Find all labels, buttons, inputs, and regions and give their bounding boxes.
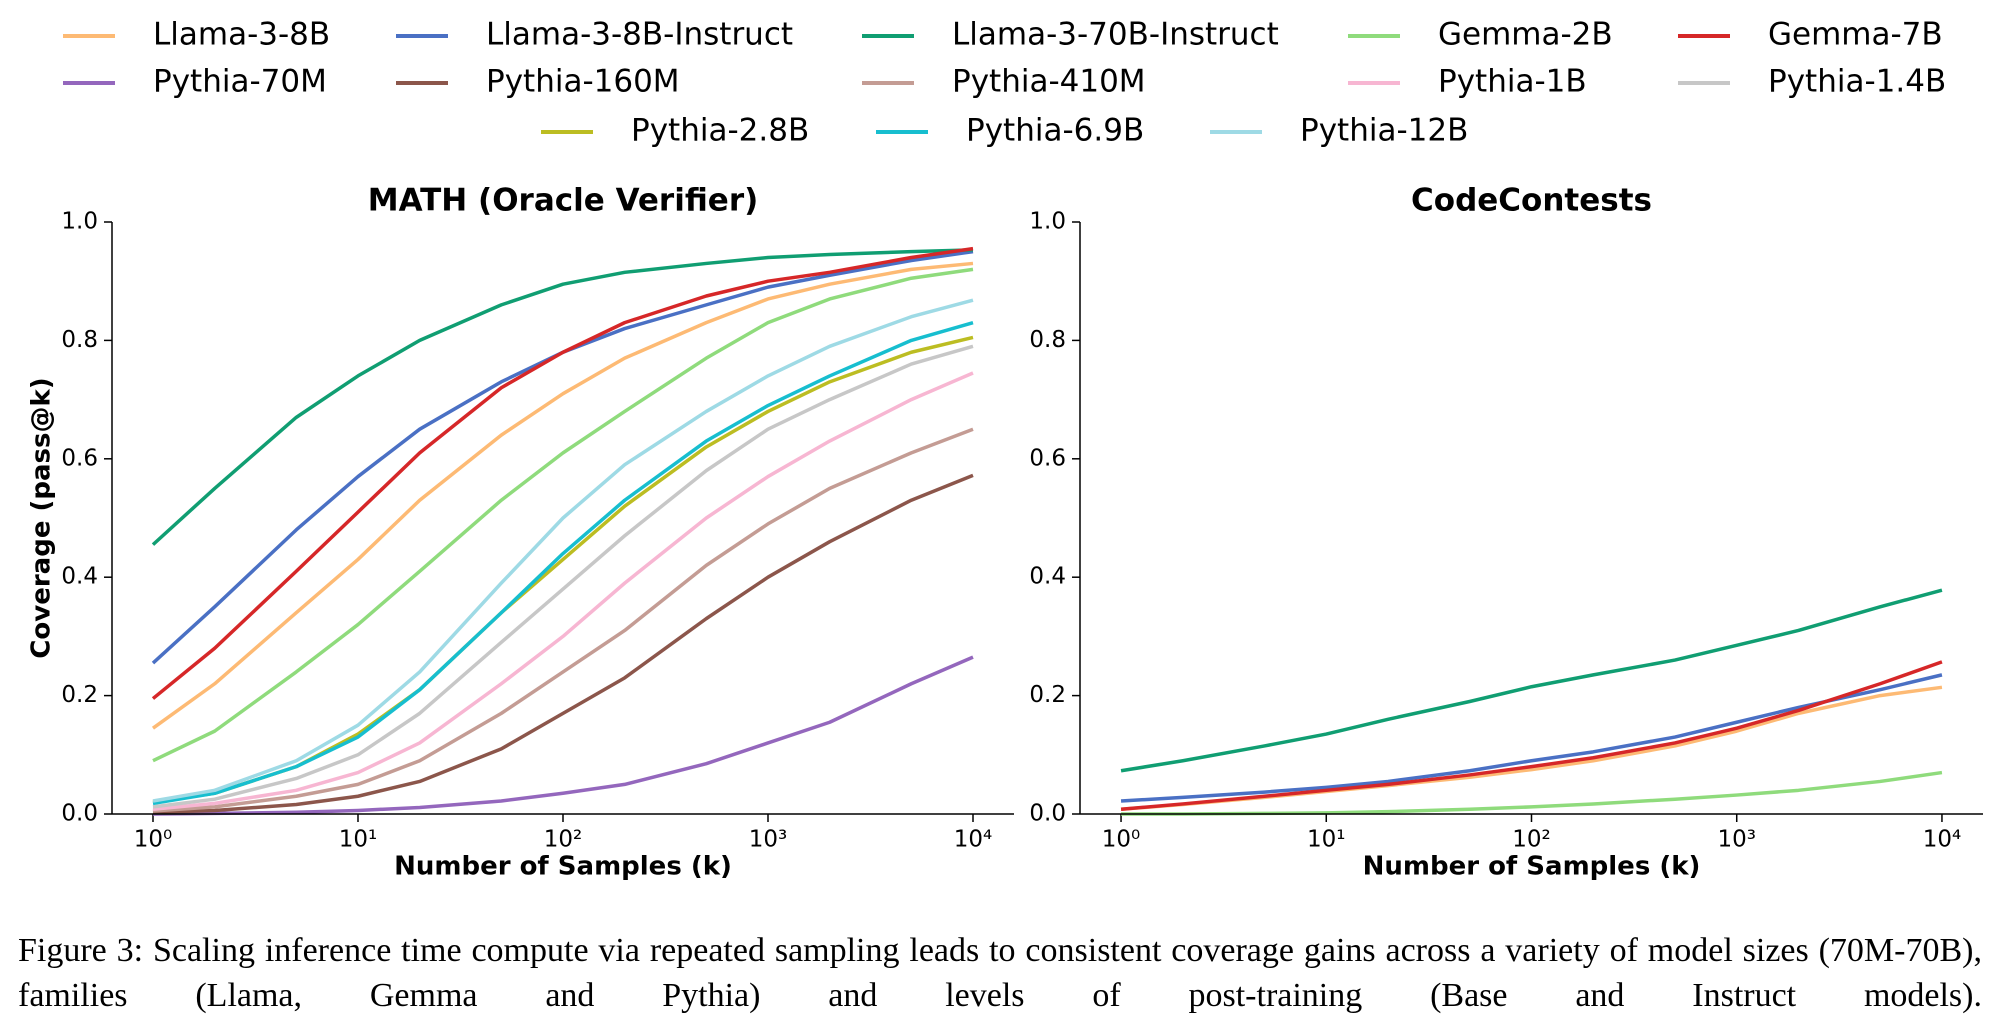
series-line xyxy=(1120,660,1943,812)
y-tick-label: 0.4 xyxy=(1029,564,1066,590)
series-line xyxy=(152,371,974,812)
x-tick-label: 10³ xyxy=(749,827,788,853)
series-line xyxy=(151,261,974,730)
series-line xyxy=(151,246,974,700)
caption: Figure 3: Scaling inference time compute… xyxy=(18,932,1982,1014)
x-tick-label: 10⁴ xyxy=(1923,827,1962,853)
y-tick-label: 0.6 xyxy=(61,445,98,471)
y-tick-label: 0.2 xyxy=(61,682,98,708)
y-tick-label: 0.8 xyxy=(1029,327,1066,353)
x-tick-label: 10⁰ xyxy=(1102,827,1141,853)
y-tick-label: 0.0 xyxy=(61,801,98,827)
y-tick-label: 0.6 xyxy=(1029,445,1066,471)
legend-label: Pythia-1.4B xyxy=(1768,64,1946,100)
series-line xyxy=(151,248,974,546)
legend-label: Pythia-6.9B xyxy=(966,113,1144,149)
legend-label: Pythia-70M xyxy=(153,64,327,100)
series-line xyxy=(152,427,974,813)
legend-label: Pythia-2.8B xyxy=(631,113,809,149)
x-tick-label: 10² xyxy=(544,827,583,853)
x-tick-label: 10¹ xyxy=(1307,827,1346,853)
legend-label: Llama-3-70B-Instruct xyxy=(952,17,1279,53)
series-line xyxy=(151,249,974,665)
y-tick-label: 1.0 xyxy=(1029,209,1066,235)
legend-label: Pythia-1B xyxy=(1438,64,1587,100)
legend-label: Llama-3-8B xyxy=(153,17,330,53)
chart-title: CodeContests xyxy=(1411,183,1652,219)
x-tick-label: 10² xyxy=(1512,827,1551,853)
series-line xyxy=(152,473,974,814)
chart-title: MATH (Oracle Verifier) xyxy=(368,183,759,219)
x-tick-label: 10³ xyxy=(1717,827,1756,853)
y-tick-label: 0.2 xyxy=(1029,682,1066,708)
series-line xyxy=(152,655,974,816)
x-tick-label: 10¹ xyxy=(339,827,378,853)
legend-label: Pythia-160M xyxy=(486,64,680,100)
x-axis-label: Number of Samples (k) xyxy=(394,852,732,882)
x-tick-label: 10⁴ xyxy=(954,827,993,853)
y-tick-label: 0.0 xyxy=(1029,801,1066,827)
legend-label: Pythia-410M xyxy=(952,64,1146,100)
legend-label: Pythia-12B xyxy=(1300,113,1468,149)
legend-label: Llama-3-8B-Instruct xyxy=(486,17,793,53)
series-line xyxy=(152,267,974,763)
y-tick-label: 1.0 xyxy=(61,209,98,235)
x-axis-label: Number of Samples (k) xyxy=(1363,852,1701,882)
series-line xyxy=(152,298,974,803)
series-line xyxy=(152,344,974,809)
figure: MATH (Oracle Verifier) 0.0 0.2 0.4 0.6 0.8 1.0… xyxy=(27,17,1983,882)
series-line xyxy=(1120,673,1943,803)
legend-label: Gemma-7B xyxy=(1768,17,1943,53)
series-line xyxy=(152,320,974,806)
legend-label: Gemma-2B xyxy=(1438,17,1613,53)
y-tick-label: 0.8 xyxy=(61,327,98,353)
series-line xyxy=(152,335,974,804)
y-tick-label: 0.4 xyxy=(61,564,98,590)
x-tick-label: 10⁰ xyxy=(134,827,173,853)
y-axis-label: Coverage (pass@k) xyxy=(27,377,57,658)
series-line xyxy=(1120,588,1943,773)
